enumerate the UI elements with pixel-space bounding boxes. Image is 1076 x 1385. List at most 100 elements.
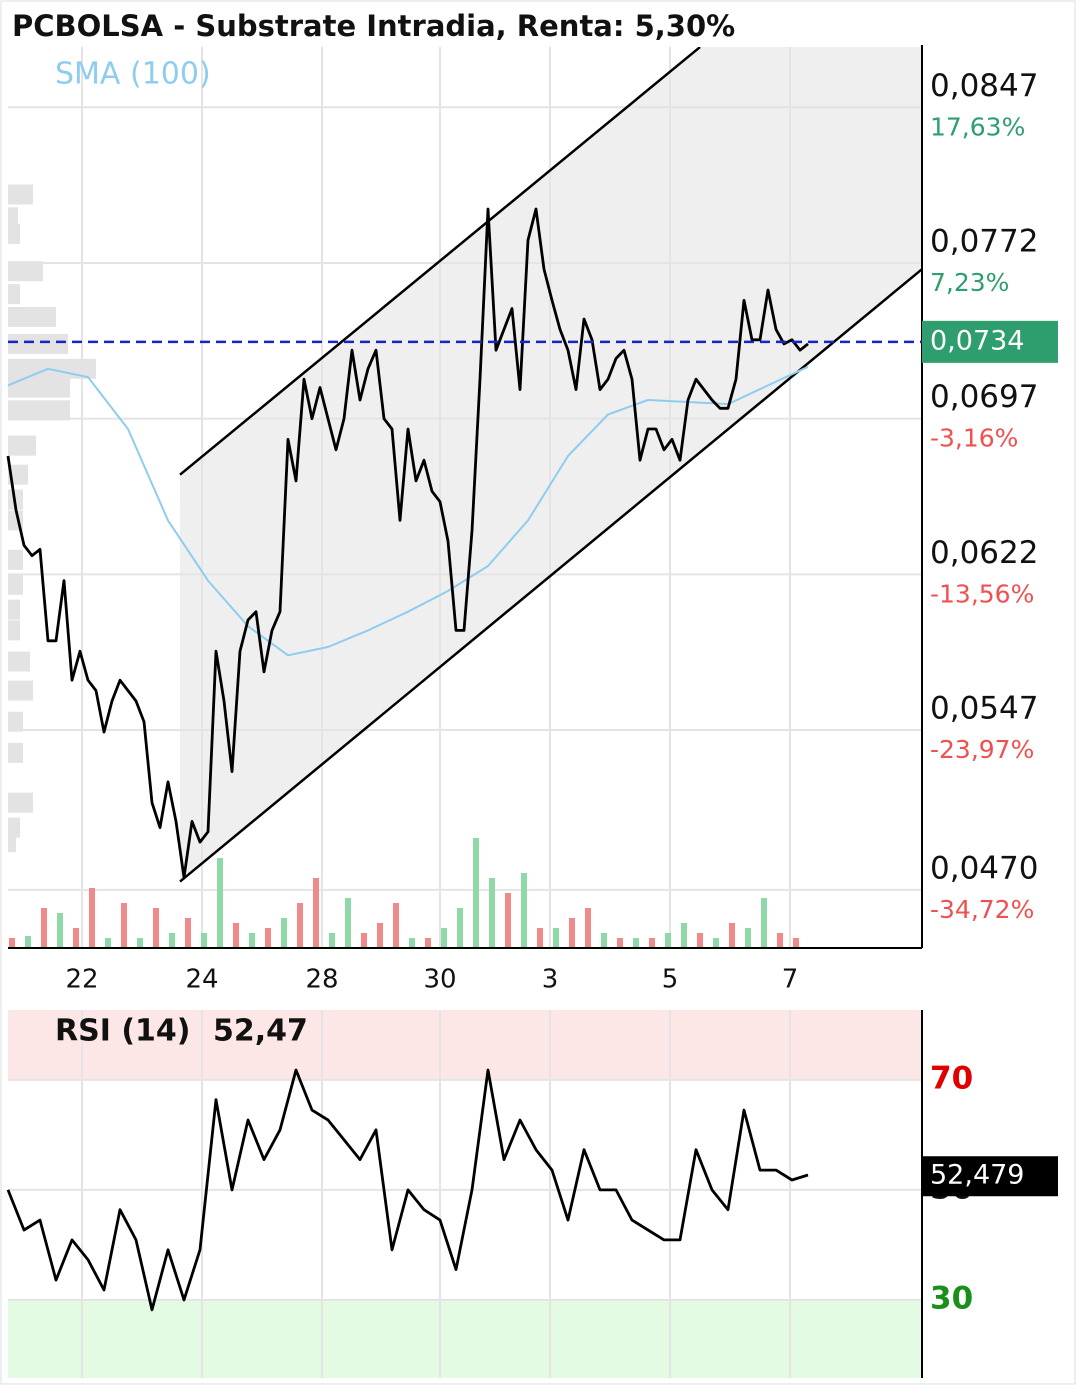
volume-profile-bar <box>8 377 70 398</box>
volume-profile-bar <box>8 792 33 813</box>
volume-profile-bar <box>8 207 18 228</box>
volume-bar <box>473 838 479 948</box>
plot-layer: 22 24 28 30 3 5 7 0,0847 17,63% 0,0772 7,23% 0,0697… <box>6 45 1058 1378</box>
volume-bar <box>377 923 383 948</box>
volume-bar <box>409 938 415 948</box>
line-series <box>6 207 809 879</box>
volume-bar <box>505 893 511 948</box>
volume-bar <box>153 908 159 948</box>
y-tick-label: 0,0622 <box>930 535 1038 571</box>
volume-bar <box>329 933 335 948</box>
y-tick-label: 30 <box>930 1280 973 1316</box>
volume-bar <box>457 908 463 948</box>
volume-bar <box>697 933 703 948</box>
volume-bar <box>713 938 719 948</box>
volume-profile-bar <box>8 620 20 641</box>
volume-profile-bar <box>8 184 33 205</box>
y-tick-percent: -34,72% <box>930 895 1034 924</box>
volume-bar <box>537 928 543 948</box>
volume-profile-bar <box>8 549 23 570</box>
volume-bar <box>233 923 239 948</box>
volume-bar <box>137 938 143 948</box>
volume-profile-bar <box>8 261 43 282</box>
line-series <box>7 365 809 657</box>
volume-bar <box>633 938 639 948</box>
volume-bar <box>777 933 783 948</box>
x-tick-label: 7 <box>782 965 799 995</box>
volume-bar <box>729 923 735 948</box>
volume-bar <box>393 903 399 948</box>
volume-bar <box>41 908 47 948</box>
volume-bar <box>361 933 367 948</box>
x-tick-label: 24 <box>185 965 218 995</box>
volume-profile-bar <box>8 599 20 620</box>
last-price-label: 0,0734 <box>930 325 1024 356</box>
volume-bar <box>89 888 95 948</box>
y-tick-label: 70 <box>930 1060 973 1096</box>
volume-profile-bar <box>8 306 56 327</box>
y-tick-percent: 7,23% <box>930 268 1009 297</box>
volume-bar <box>601 933 607 948</box>
volume-bar <box>441 928 447 948</box>
volume-bar <box>185 918 191 948</box>
volume-profile-bar <box>8 464 28 485</box>
y-tick-label: 0,0772 <box>930 223 1038 259</box>
x-tick-label: 3 <box>542 965 559 995</box>
last-value-box <box>922 1156 1058 1197</box>
oversold-zone <box>8 1299 922 1378</box>
volume-profile-bar <box>8 223 20 244</box>
x-tick-label: 22 <box>65 965 98 995</box>
channel-line <box>179 46 701 476</box>
overbought-zone <box>8 1010 922 1080</box>
volume-bar <box>761 898 767 948</box>
line-series <box>6 1068 809 1312</box>
volume-bar <box>681 923 687 948</box>
y-tick-label: 0,0697 <box>930 379 1038 415</box>
volume-profile-bar <box>8 742 23 763</box>
volume-bar <box>265 928 271 948</box>
x-tick-label: 30 <box>423 965 456 995</box>
volume-bar <box>665 933 671 948</box>
volume-profile-bar <box>8 333 68 354</box>
volume-bar <box>297 903 303 948</box>
volume-bar <box>201 933 207 948</box>
last-value-label: 52,479 <box>930 1160 1024 1191</box>
y-tick-label: 0,0847 <box>930 68 1038 104</box>
y-tick-percent: 17,63% <box>930 112 1025 141</box>
rsi-title: RSI (14) <box>55 1014 190 1049</box>
y-tick-percent: -13,56% <box>930 579 1034 608</box>
x-tick-label: 28 <box>305 965 338 995</box>
header-bg <box>8 5 920 47</box>
volume-profile-bar <box>8 400 70 421</box>
volume-bar <box>793 938 799 948</box>
volume-bar <box>745 928 751 948</box>
legend-entry: SMA (100) <box>55 57 211 92</box>
volume-bar <box>489 878 495 948</box>
volume-bar <box>249 933 255 948</box>
volume-bar <box>217 858 223 948</box>
y-tick-label: 0,0470 <box>930 850 1038 886</box>
rsi-value: 52,47 <box>213 1014 308 1049</box>
volume-profile-bar <box>8 574 23 595</box>
volume-bar <box>281 918 287 948</box>
x-tick-label: 5 <box>662 965 679 995</box>
volume-profile-bar <box>8 284 20 305</box>
volume-bar <box>569 918 575 948</box>
chart-title: PCBOLSA - Substrate Intradia, Renta: 5,3… <box>12 9 735 43</box>
volume-profile-bar <box>8 435 36 456</box>
volume-profile-bar <box>8 832 16 853</box>
volume-bar <box>57 913 63 948</box>
volume-bar <box>521 873 527 948</box>
y-tick-label: 0,0547 <box>930 691 1038 727</box>
volume-bar <box>425 938 431 948</box>
volume-bar <box>345 898 351 948</box>
volume-profile-bar <box>8 711 23 732</box>
volume-bar <box>73 928 79 948</box>
y-tick-percent: -3,16% <box>930 424 1018 453</box>
volume-bar <box>105 938 111 948</box>
volume-bar <box>617 938 623 948</box>
volume-bar <box>313 878 319 948</box>
volume-bar <box>585 908 591 948</box>
volume-bar <box>649 938 655 948</box>
